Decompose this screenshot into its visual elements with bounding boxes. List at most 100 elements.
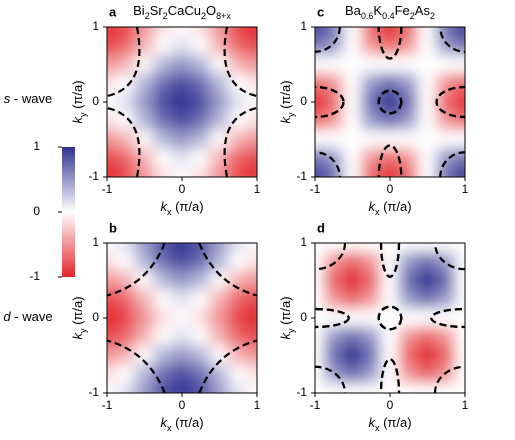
heatmap-cell	[342, 54, 363, 75]
heatmap-cell	[380, 364, 400, 385]
heatmap-cell	[398, 308, 419, 328]
heatmap-cell	[315, 243, 325, 253]
heatmap	[107, 243, 257, 393]
heatmap-cell	[323, 92, 344, 112]
heatmap-cell	[190, 270, 211, 291]
heatmap-cell	[398, 167, 419, 177]
heatmap-cell	[455, 251, 465, 272]
heatmap-cell	[247, 243, 257, 253]
panel-title-part: As	[415, 3, 431, 18]
heatmap-cell	[315, 148, 325, 169]
heatmap-cell	[190, 54, 211, 75]
heatmap-cell	[361, 345, 382, 366]
heatmap-cell	[323, 110, 344, 131]
x-axis-label-part: x	[167, 423, 172, 433]
heatmap-cell	[315, 110, 325, 131]
heatmap-cell	[380, 167, 400, 177]
heatmap-cell	[247, 308, 257, 328]
panel-title-part: 2	[163, 11, 168, 21]
x-axis-label-part: k	[368, 199, 376, 214]
heatmap-cell	[228, 289, 249, 310]
heatmap-cell	[228, 110, 249, 131]
heatmap-cell	[172, 345, 192, 366]
panel-title-part: CaCu	[168, 3, 201, 18]
heatmap-cell	[417, 167, 438, 177]
heatmap-cell	[115, 54, 136, 75]
x-tick-label: 1	[254, 398, 261, 412]
heatmap-cell	[342, 35, 363, 56]
heatmap-cell	[115, 364, 136, 385]
heatmap-cell	[107, 35, 117, 56]
heatmap-cell	[315, 92, 325, 112]
heatmap-cell	[107, 308, 117, 328]
heatmap-cell	[153, 148, 174, 169]
y-axis-label-part: y	[286, 112, 296, 117]
heatmap-cell	[455, 54, 465, 75]
heatmap-cell	[398, 148, 419, 169]
heatmap-cell	[107, 251, 117, 272]
heatmap-cell	[247, 27, 257, 37]
heatmap-cell	[417, 326, 438, 347]
heatmap-cell	[228, 243, 249, 253]
heatmap-cell	[315, 35, 325, 56]
heatmap-cell	[209, 129, 230, 150]
heatmap-cell	[172, 364, 192, 385]
contour	[430, 307, 465, 329]
heatmap-cell	[209, 167, 230, 177]
heatmap-cell	[398, 54, 419, 75]
panel-title: Ba0.6K0.4Fe2As2	[345, 3, 435, 21]
heatmap-cell	[436, 167, 457, 177]
heatmap-cell	[323, 345, 344, 366]
y-tick-label: -1	[88, 169, 99, 183]
heatmap-cell	[342, 326, 363, 347]
heatmap-cell	[315, 167, 325, 177]
heatmap-cell	[342, 167, 363, 177]
heatmap	[315, 27, 465, 177]
heatmap-cell	[134, 167, 155, 177]
heatmap-cell	[134, 364, 155, 385]
heatmap-cell	[190, 251, 211, 272]
heatmap-cell	[107, 73, 117, 94]
heatmap-cells	[315, 27, 465, 177]
heatmap-cell	[190, 364, 211, 385]
heatmap-cell	[455, 270, 465, 291]
heatmap-cell	[323, 73, 344, 94]
heatmap-cell	[115, 251, 136, 272]
heatmap-cell	[455, 148, 465, 169]
heatmap-cell	[323, 148, 344, 169]
row-label: s - wave	[4, 91, 52, 106]
x-tick-label: 1	[462, 398, 469, 412]
heatmap-cell	[153, 110, 174, 131]
heatmap-cell	[209, 54, 230, 75]
heatmap-cell	[172, 110, 192, 131]
heatmap-cell	[380, 289, 400, 310]
heatmap-cell	[190, 129, 211, 150]
x-tick-label: -1	[310, 182, 321, 196]
heatmap-cell	[209, 110, 230, 131]
x-axis-label-part: k	[368, 415, 376, 430]
heatmap-cell	[247, 251, 257, 272]
panel-title-part: Bi	[133, 3, 145, 18]
contour	[315, 85, 345, 119]
heatmap-cell	[315, 345, 325, 366]
heatmap-cell	[190, 167, 211, 177]
heatmap-cell	[247, 383, 257, 393]
x-tick-label: -1	[310, 398, 321, 412]
heatmap-cell	[361, 129, 382, 150]
heatmap-cell	[315, 27, 325, 37]
heatmap-cell	[417, 92, 438, 112]
heatmap-cell	[380, 243, 400, 253]
heatmap-cell	[342, 129, 363, 150]
x-tick-label: -1	[102, 398, 113, 412]
heatmap-cell	[417, 73, 438, 94]
heatmap-cell	[361, 308, 382, 328]
x-axis-label-part: x	[167, 207, 172, 217]
heatmap-cell	[417, 251, 438, 272]
panel-title-part: 2	[430, 11, 435, 21]
heatmap-cell	[417, 54, 438, 75]
heatmap-cell	[228, 54, 249, 75]
heatmap-cell	[398, 27, 419, 37]
heatmap-cell	[247, 289, 257, 310]
heatmap-cell	[315, 326, 325, 347]
